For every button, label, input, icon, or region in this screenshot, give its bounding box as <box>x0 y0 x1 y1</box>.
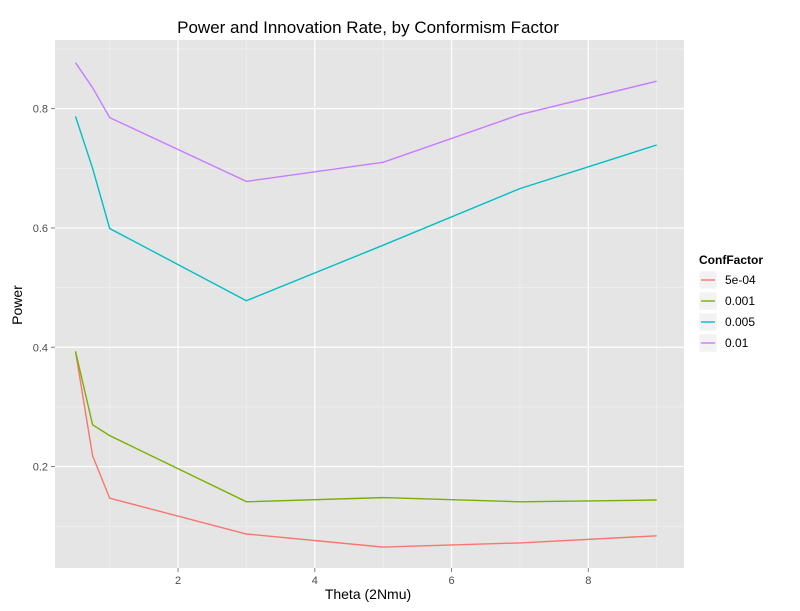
legend-label: 0.01 <box>725 336 749 350</box>
x-axis-label: Theta (2Nmu) <box>325 586 411 602</box>
plot-area: 2 4 6 8 0.2 0.4 0.6 0.8 <box>33 40 684 587</box>
x-tick-label: 6 <box>448 575 454 587</box>
y-tick-label: 0.2 <box>33 462 48 474</box>
y-axis-label: Power <box>9 285 25 325</box>
y-tick-label: 0.8 <box>33 104 48 116</box>
legend-label: 0.001 <box>725 294 755 308</box>
y-tick-label: 0.6 <box>33 223 48 235</box>
series-line-3 <box>74 62 657 183</box>
chart-title: Power and Innovation Rate, by Conformism… <box>177 18 559 37</box>
x-tick-label: 2 <box>175 575 181 587</box>
legend: ConfFactor 5e-04 0.001 0.005 0.01 <box>698 253 763 353</box>
plot-background <box>55 40 684 568</box>
legend-label: 0.005 <box>725 315 755 329</box>
legend-label: 5e-04 <box>725 273 756 287</box>
legend-title: ConfFactor <box>699 253 763 267</box>
x-tick-label: 8 <box>585 575 591 587</box>
series-line-0 <box>74 351 657 548</box>
series-line-1 <box>74 351 657 503</box>
y-tick-label: 0.4 <box>33 342 48 354</box>
x-tick-label: 4 <box>312 575 318 587</box>
series-line-2 <box>74 116 657 302</box>
